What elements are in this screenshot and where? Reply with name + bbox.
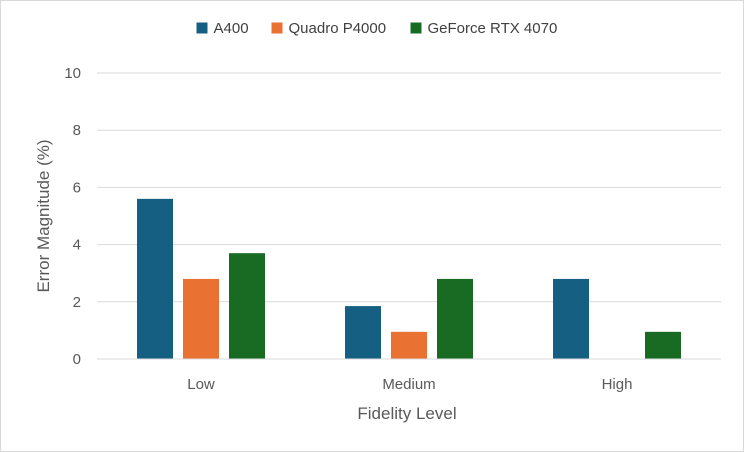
legend-label: GeForce RTX 4070 xyxy=(428,20,558,37)
x-axis-title: Fidelity Level xyxy=(357,404,456,423)
bar-geforce-rtx-4070-low xyxy=(229,253,265,359)
y-tick-labels: 0 2 4 6 8 10 xyxy=(64,65,81,368)
bars xyxy=(137,198,681,359)
bar-a400-medium xyxy=(345,306,381,359)
y-tick-label: 0 xyxy=(73,351,81,368)
legend-swatch-a400 xyxy=(196,22,208,34)
legend: A400 Quadro P4000 GeForce RTX 4070 xyxy=(196,20,558,37)
bar-geforce-rtx-4070-high xyxy=(645,331,681,359)
y-tick-label: 2 xyxy=(73,294,81,311)
legend-swatch-geforce-rtx-4070 xyxy=(410,22,422,34)
y-tick-label: 6 xyxy=(73,179,81,196)
y-tick-label: 8 xyxy=(73,122,81,139)
bar-a400-low xyxy=(137,198,173,359)
x-tick-labels: Low Medium High xyxy=(187,376,632,393)
bar-quadro-p4000-low xyxy=(183,278,219,359)
y-tick-label: 4 xyxy=(73,237,81,254)
legend-label: Quadro P4000 xyxy=(289,20,387,37)
y-axis-title: Error Magnitude (%) xyxy=(34,139,53,292)
gridlines xyxy=(97,72,721,303)
bar-quadro-p4000-medium xyxy=(391,331,427,359)
legend-label: A400 xyxy=(214,20,249,37)
legend-swatch-quadro-p4000 xyxy=(271,22,283,34)
bar-geforce-rtx-4070-medium xyxy=(437,278,473,359)
x-tick-label: Medium xyxy=(382,376,435,393)
bar-a400-high xyxy=(553,278,589,359)
x-tick-label: Low xyxy=(187,376,215,393)
x-tick-label: High xyxy=(602,376,633,393)
y-tick-label: 10 xyxy=(64,65,81,82)
